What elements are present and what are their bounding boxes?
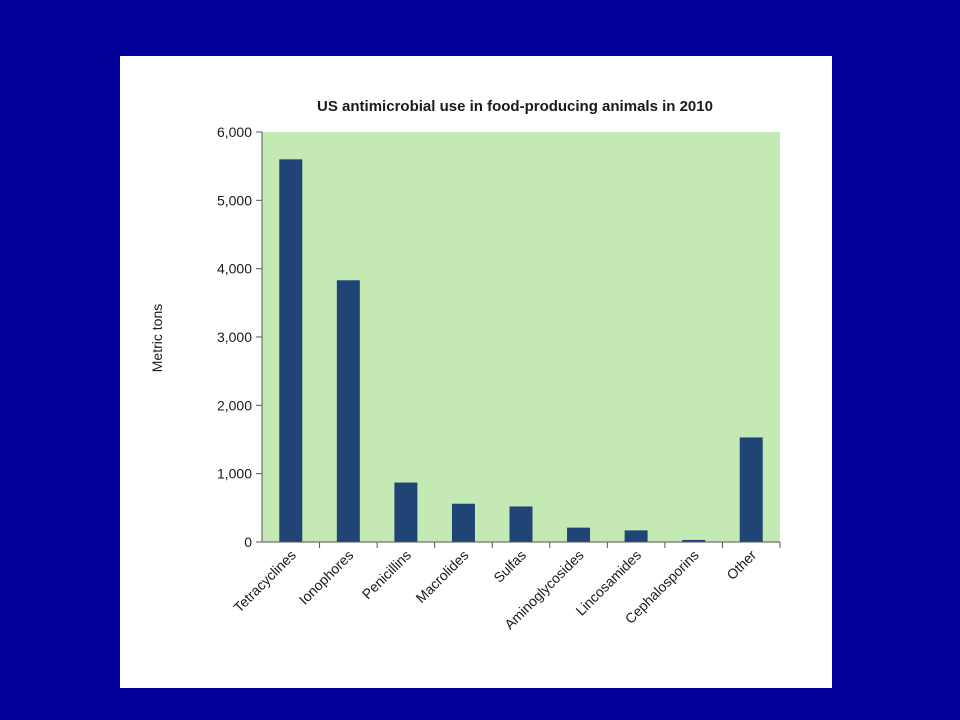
x-tick-label-sulfas: Sulfas xyxy=(490,547,529,586)
x-tick-label-macrolides: Macrolides xyxy=(412,547,471,606)
y-tick-label: 4,000 xyxy=(217,261,252,277)
axes-group xyxy=(256,131,781,548)
y-tick-label: 2,000 xyxy=(217,397,252,413)
bar-other xyxy=(739,437,763,542)
bar-lincosamides xyxy=(624,530,648,542)
x-tick-label-tetracyclines: Tetracyclines xyxy=(230,547,299,616)
chart-card: US antimicrobial use in food-producing a… xyxy=(120,56,832,688)
y-tick-label: 1,000 xyxy=(217,466,252,482)
x-tick-label-ionophores: Ionophores xyxy=(296,547,357,608)
bar-chart: US antimicrobial use in food-producing a… xyxy=(149,98,781,633)
bar-cephalosporins xyxy=(682,539,706,542)
bar-sulfas xyxy=(509,506,533,542)
y-tick-labels: 0 1,000 2,000 3,000 4,000 5,000 6,000 xyxy=(217,124,252,550)
bar-macrolides xyxy=(451,503,475,542)
bar-tetracyclines xyxy=(279,159,303,542)
y-tick-label: 6,000 xyxy=(217,124,252,140)
y-tick-label: 0 xyxy=(244,534,252,550)
bar-ionophores xyxy=(336,280,360,542)
x-tick-label-other: Other xyxy=(723,547,759,583)
bars-group xyxy=(279,159,763,542)
bar-aminoglycosides xyxy=(567,527,591,542)
y-tick-label: 5,000 xyxy=(217,192,252,208)
y-tick-label: 3,000 xyxy=(217,329,252,345)
y-axis-label: Metric tons xyxy=(149,304,165,372)
bar-penicillins xyxy=(394,482,418,542)
chart-title: US antimicrobial use in food-producing a… xyxy=(317,98,713,115)
x-tick-label-penicillins: Penicillins xyxy=(359,547,414,602)
